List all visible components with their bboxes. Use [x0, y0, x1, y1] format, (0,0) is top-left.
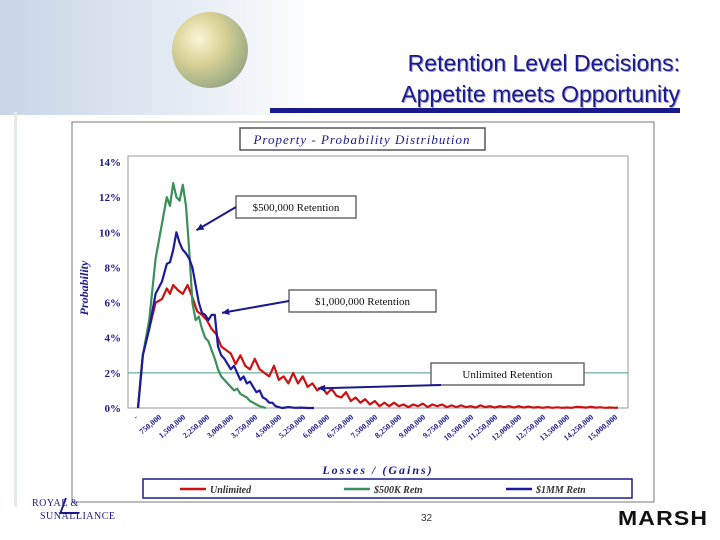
series-line — [136, 182, 267, 410]
annotation-box — [430, 362, 585, 386]
legend-box — [142, 478, 633, 499]
y-tick-label: 12% — [99, 192, 121, 204]
annotation-arrow — [195, 206, 237, 232]
slide-title-line2: Appetite meets Opportunity — [401, 81, 680, 107]
plot-area — [127, 155, 629, 409]
annotation-label: Unlimited Retention — [462, 369, 553, 381]
y-tick-label: 2% — [105, 368, 122, 380]
y-tick-label: 4% — [105, 333, 122, 345]
y-tick-label: 14% — [99, 157, 121, 169]
y-tick-label: 0% — [105, 403, 122, 415]
legend-label: Unlimited — [210, 485, 252, 496]
x-axis-label: Losses / (Gains) — [321, 463, 433, 477]
left-margin-bar — [14, 112, 17, 507]
y-axis-label: Probability — [77, 260, 91, 315]
royal-sunalliance-logo: ROYAL & SUNALLIANCE — [28, 498, 148, 528]
annotation-arrow — [221, 300, 290, 314]
globe-image — [172, 12, 248, 88]
title-underline — [270, 108, 680, 113]
annotation-arrow — [317, 384, 442, 390]
annotation-label: $500,000 Retention — [253, 202, 340, 214]
logo-left-line1: ROYAL & — [32, 498, 79, 509]
slide-title: Retention Level Decisions: Appetite meet… — [401, 48, 680, 110]
series-line — [136, 283, 619, 409]
slide-title-line1: Retention Level Decisions: — [407, 50, 680, 76]
header-background — [0, 0, 320, 115]
legend-label: $500K Retn — [373, 485, 423, 496]
series-line — [136, 231, 314, 410]
annotation-arrowhead — [318, 384, 326, 392]
chart-title-box — [239, 127, 486, 151]
chart-title: Property - Probability Distribution — [252, 132, 470, 147]
page-number: 32 — [421, 513, 433, 524]
annotation-label: $1,000,000 Retention — [315, 296, 411, 308]
legend-label: $1MM Retn — [535, 485, 586, 496]
x-tick-label: - — [131, 412, 139, 421]
y-tick-label: 10% — [99, 227, 121, 239]
y-tick-label: 6% — [105, 298, 122, 310]
annotation-arrowhead — [196, 223, 205, 231]
y-tick-label: 8% — [105, 262, 122, 274]
annotation-arrowhead — [222, 308, 230, 316]
marsh-logo: MARSH — [618, 508, 709, 530]
logo-left-line2: SUNALLIANCE — [40, 511, 116, 522]
